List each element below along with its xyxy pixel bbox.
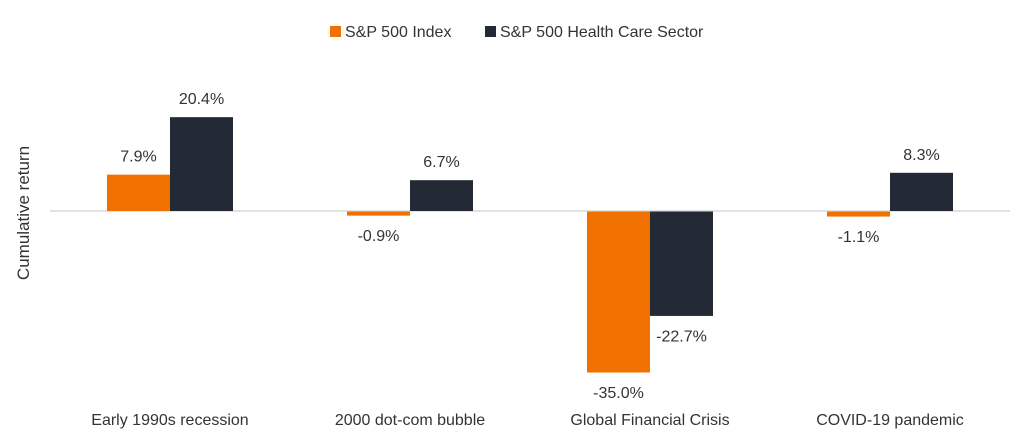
data-label-sp500-global-financial-crisis: -35.0% [593, 385, 644, 402]
bar-healthcare-2000-dot-com-bubble [410, 180, 473, 211]
data-label-sp500-early-1990s-recession: 7.9% [120, 149, 156, 166]
legend-label-healthcare: S&P 500 Health Care Sector [500, 24, 704, 41]
data-label-sp500-covid-19-pandemic: -1.1% [838, 229, 880, 246]
category-label-early-1990s-recession: Early 1990s recession [91, 412, 248, 429]
bar-sp500-global-financial-crisis [587, 211, 650, 373]
data-label-sp500-2000-dot-com-bubble: -0.9% [358, 228, 400, 245]
plot-area: 7.9% 20.4% Early 1990s recession -0.9% 6.7% 2… [50, 91, 1010, 429]
bar-healthcare-covid-19-pandemic [890, 172, 953, 211]
data-label-healthcare-covid-19-pandemic: 8.3% [903, 147, 939, 164]
bar-healthcare-early-1990s-recession [170, 117, 233, 211]
category-label-global-financial-crisis: Global Financial Crisis [570, 412, 729, 429]
bar-sp500-2000-dot-com-bubble [347, 211, 410, 216]
bar-sp500-covid-19-pandemic [827, 211, 890, 217]
bar-healthcare-global-financial-crisis [650, 211, 713, 316]
bar-sp500-early-1990s-recession [107, 174, 170, 211]
legend: S&P 500 Index S&P 500 Health Care Sector [330, 24, 704, 41]
data-label-healthcare-early-1990s-recession: 20.4% [179, 91, 224, 108]
legend-label-sp500: S&P 500 Index [345, 24, 451, 41]
category-label-covid-19-pandemic: COVID-19 pandemic [816, 412, 964, 429]
legend-swatch-healthcare [485, 26, 496, 37]
y-axis-label: Cumulative return [14, 146, 33, 280]
data-label-healthcare-global-financial-crisis: -22.7% [656, 328, 707, 345]
category-label-2000-dot-com-bubble: 2000 dot-com bubble [335, 412, 485, 429]
data-label-healthcare-2000-dot-com-bubble: 6.7% [423, 154, 459, 171]
legend-swatch-sp500 [330, 26, 341, 37]
